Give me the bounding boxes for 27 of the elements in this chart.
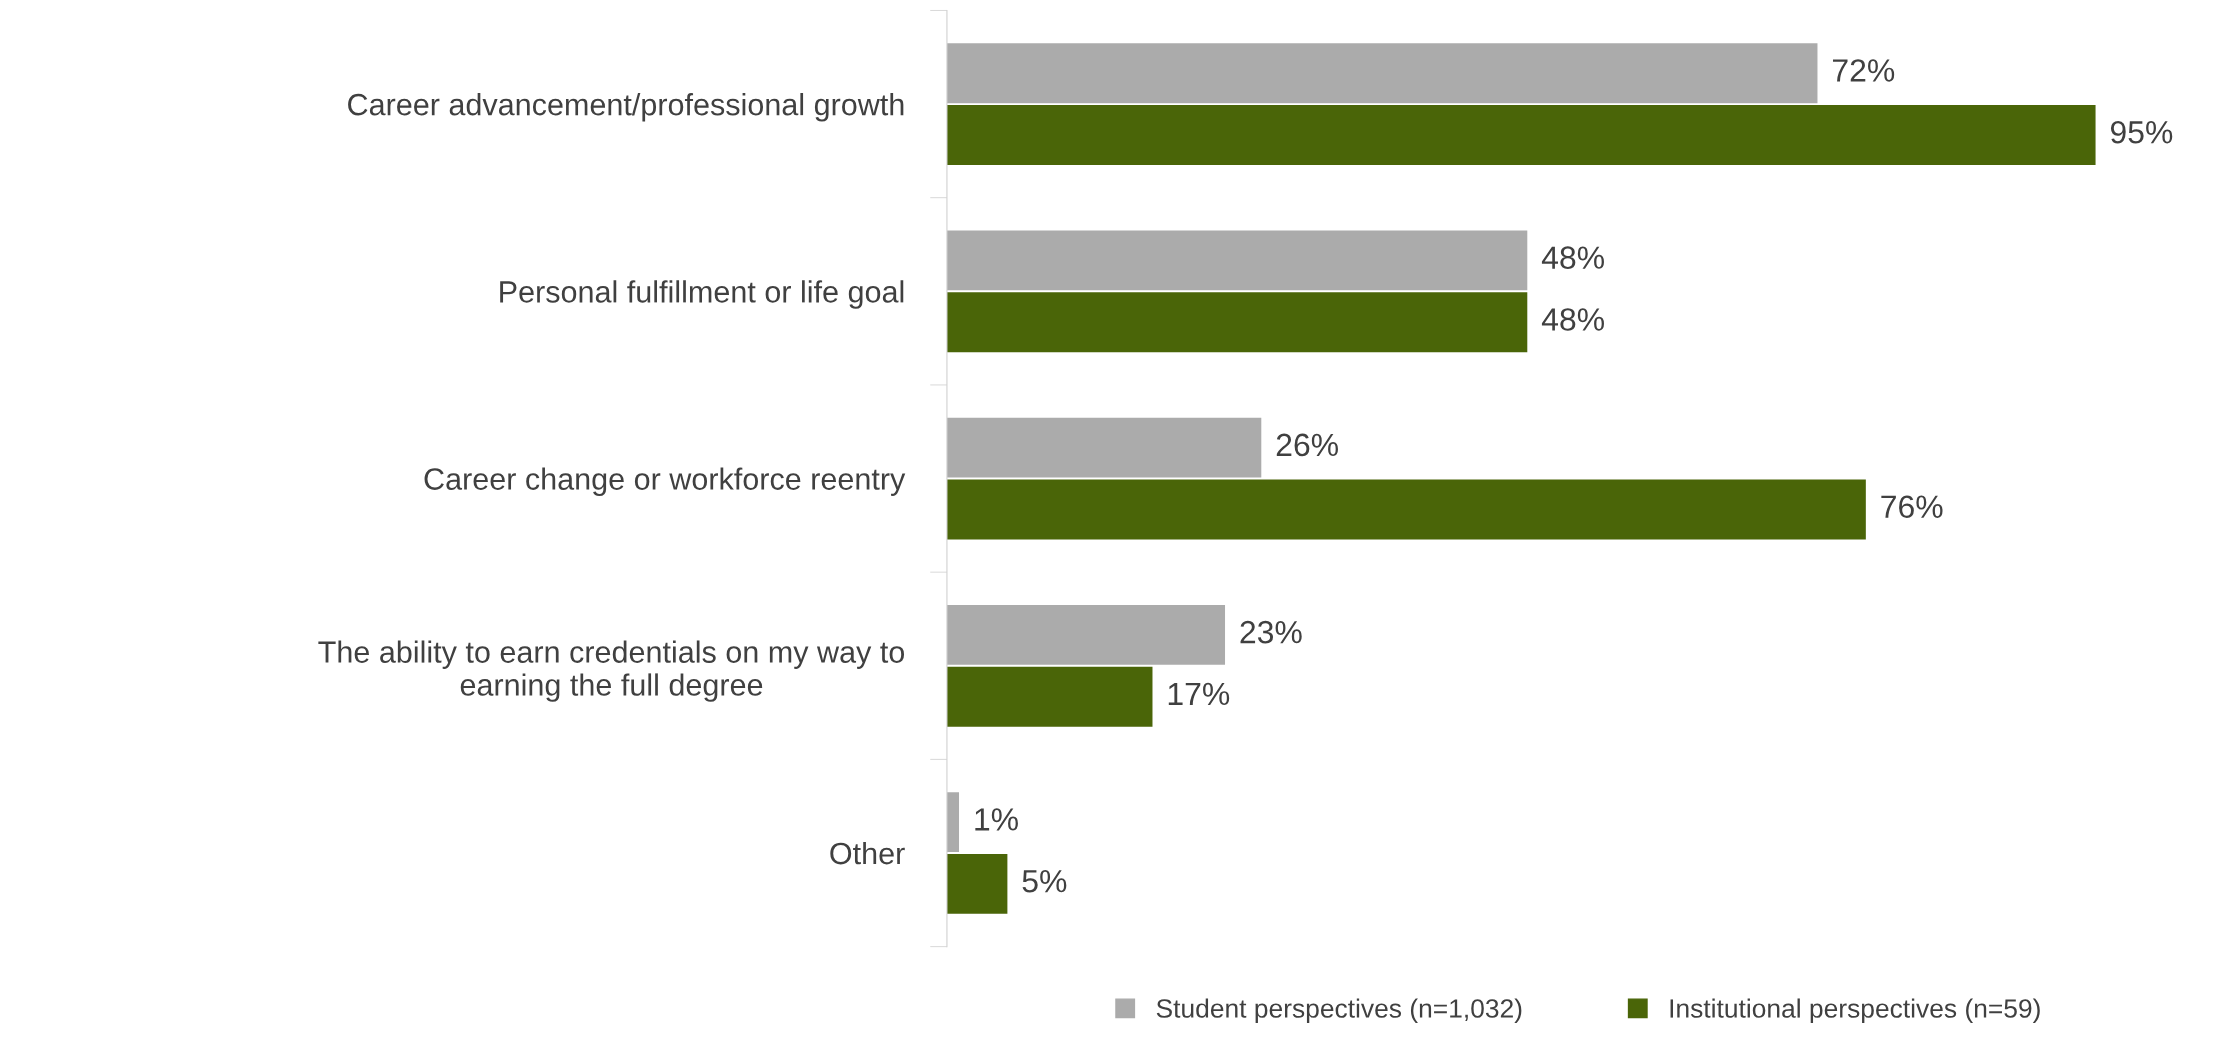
y-tick-label: Career advancement/professional growth bbox=[348, 93, 904, 122]
data-label: 17% bbox=[1168, 682, 1230, 706]
y-tick-label: Other bbox=[830, 841, 905, 865]
bar bbox=[946, 43, 1818, 104]
bar bbox=[946, 105, 2096, 165]
data-label: 23% bbox=[1240, 620, 1302, 644]
data-label: 5% bbox=[1022, 870, 1067, 893]
bar bbox=[946, 417, 1262, 478]
bar bbox=[946, 666, 1153, 727]
legend-label: Institutional perspectives (n=59) bbox=[1670, 998, 2040, 1024]
data-label: 48% bbox=[1541, 246, 1604, 269]
bar bbox=[946, 292, 1528, 353]
y-tick-label: Personal fulfillment or life goal bbox=[500, 280, 904, 309]
bar bbox=[946, 479, 1866, 540]
data-label: 1% bbox=[975, 808, 1018, 831]
bar bbox=[946, 792, 960, 853]
y-tick-label: The ability to earn credentials on my way to earning the full degree bbox=[318, 640, 905, 702]
data-label: 76% bbox=[1881, 495, 1943, 519]
bar bbox=[946, 853, 1008, 914]
data-label: 72% bbox=[1833, 59, 1895, 82]
data-label: 95% bbox=[2110, 120, 2173, 144]
data-label: 48% bbox=[1541, 308, 1604, 331]
y-tick-label: Career change or workforce reentry bbox=[424, 467, 906, 496]
data-label: 26% bbox=[1276, 433, 1338, 457]
legend-label: Student perspectives (n=1,032) bbox=[1156, 998, 1522, 1024]
bar bbox=[946, 604, 1226, 665]
bar bbox=[946, 230, 1528, 291]
